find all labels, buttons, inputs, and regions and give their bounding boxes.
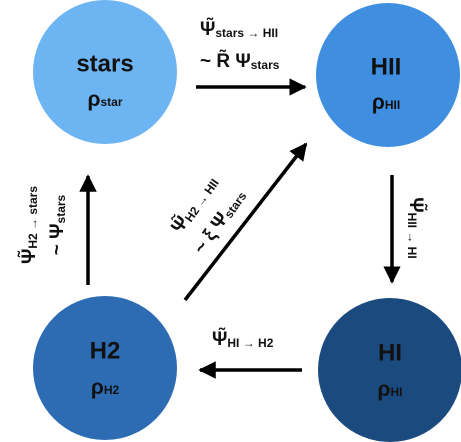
node-name: stars	[76, 50, 133, 77]
label-part: ρ	[87, 88, 100, 111]
label-part: HII	[385, 98, 400, 112]
node-name: H2	[90, 337, 121, 364]
edge-label: Ψ̃H2 → stars	[17, 186, 40, 264]
edge-label: Ψ̃HI → H2	[212, 327, 274, 350]
label-part: stars	[54, 194, 68, 223]
node-rho: ρHI	[378, 378, 403, 401]
node-circle	[33, 0, 177, 144]
node-rho: ρstar	[87, 88, 122, 111]
edge-label: ~ R̃ Ψstars	[200, 49, 280, 72]
node-name: HI	[378, 339, 402, 366]
label-part: Ψ̃	[405, 197, 428, 212]
edge-label: ~ Ψstars	[47, 194, 68, 255]
label-part: stars	[222, 189, 250, 221]
label-part: HII → HI	[405, 213, 419, 259]
node-circle	[316, 3, 460, 147]
label-part: HI → H2	[227, 336, 273, 350]
label-part: ρ	[372, 91, 385, 114]
node-circle	[318, 298, 461, 442]
node-rho: ρHII	[372, 91, 400, 114]
label-part: ρ	[91, 376, 104, 399]
edge-label: Ψ̃stars → HII	[200, 17, 278, 40]
label-part: ~ Ψ	[47, 223, 68, 255]
node-circle	[33, 296, 177, 440]
label-part: stars	[251, 58, 280, 72]
label-part: ρ	[378, 378, 391, 401]
label-part: H2	[104, 383, 120, 397]
arrow	[183, 142, 308, 302]
label-part: stars → HII	[215, 26, 278, 40]
node-rho: ρH2	[91, 376, 120, 399]
label-part: HI	[391, 385, 403, 399]
label-part: Ψ̃	[200, 17, 215, 40]
edge-label: Ψ̃HII → HI	[405, 197, 428, 258]
arrows	[79, 78, 401, 379]
label-part: H2 → stars	[26, 186, 40, 249]
label-part: Ψ̃	[212, 327, 227, 350]
label-part: star	[100, 95, 122, 109]
label-part: Ψ̃	[17, 249, 40, 264]
node-name: HII	[371, 53, 402, 80]
label-part: ~ R̃ Ψ	[200, 49, 251, 72]
